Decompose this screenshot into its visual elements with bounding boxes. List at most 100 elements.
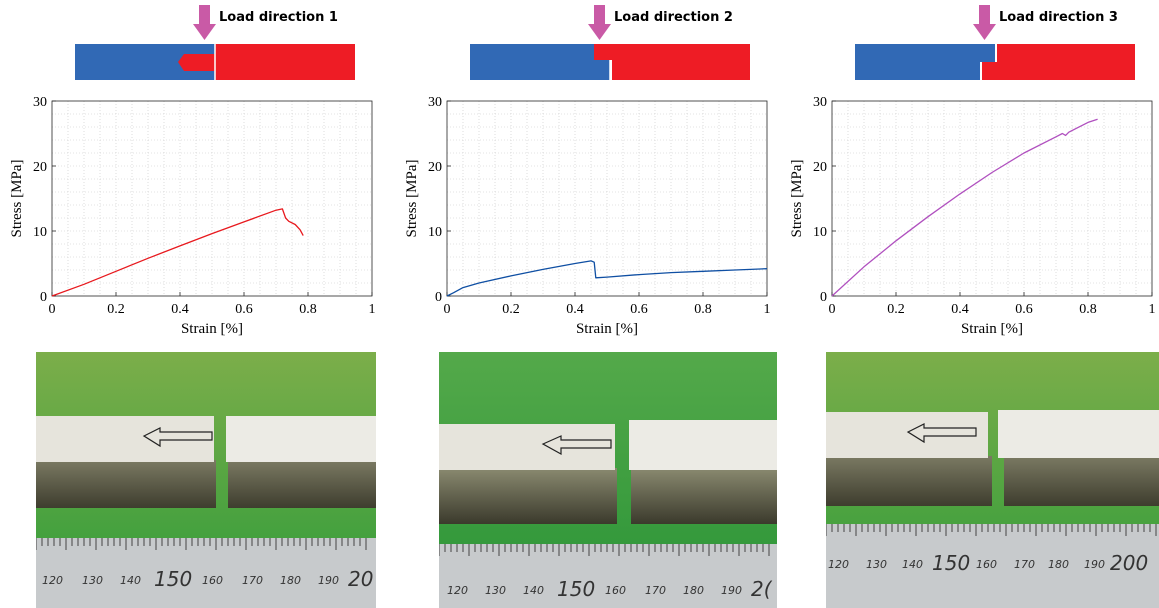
right-block-side [631,468,777,524]
left-block-side [826,456,992,506]
ruler-label: 150 [557,577,595,601]
load-direction-label: Load direction 1 [219,10,338,25]
right-block-side [228,460,376,508]
series-line [831,118,1098,297]
x-tick-label: 0.4 [951,302,969,317]
load-direction-label: Load direction 2 [614,10,733,25]
red-part [594,44,750,80]
ruler-label: 200 [1110,551,1148,575]
arrow-outline [541,435,612,456]
x-tick-label: 0 [444,302,451,317]
ruler-label: 130 [82,574,103,587]
ruler-label: 160 [202,574,223,587]
ruler-label: 170 [242,574,263,587]
ruler [826,524,1159,608]
panel-load-direction-1: Load direction 1 0 0.2 0.4 0.6 0.8 1 0 10 20 30 St… [0,0,386,608]
specimen-photo-1: 120 130 140 150 160 170 180 190 20 [36,352,376,608]
photo-1-drawing: 120 130 140 150 160 170 180 190 20 [36,352,376,608]
panel-2-graphic: Load direction 2 0 0.2 0.4 0.6 0.8 10102030St… [404,5,771,337]
ruler [439,544,777,608]
specimen-photo-2: 120 130 140 150 160 170 180 190 2( [439,352,777,608]
x-tick-label: 0.6 [1015,302,1033,317]
ruler [36,538,376,608]
y-tick-label: 30 [33,95,47,110]
x-tick-label: 0 [829,302,836,317]
series-line [446,260,768,297]
ruler-label: 180 [683,584,704,597]
y-tick-label: 10 [813,225,827,240]
ruler-label: 130 [866,558,887,571]
red-part [982,44,1135,80]
ruler-ticks [36,538,367,550]
left-block-side [36,460,216,508]
y-tick-label: 20 [813,160,827,175]
left-block-side [439,468,617,524]
plot-area-frame [831,100,1153,297]
arrow-outline [906,423,977,444]
ruler-label: 190 [1084,558,1105,571]
load-arrow-shaft [594,5,605,25]
right-block-top [998,410,1159,458]
ruler-label: 130 [485,584,506,597]
specimen-photo-3: 120 130 140 150 160 170 180 190 200 [826,352,1159,608]
x-tick-label: 0.8 [299,302,317,317]
y-tick-label: 30 [813,95,827,110]
y-axis-label: Stress [MPa] [9,160,25,238]
x-axis-label: Strain [%] [576,321,638,337]
y-tick-label: 20 [428,160,442,175]
x-axis-label: Strain [%] [181,321,243,337]
ruler-label: 120 [447,584,468,597]
y-tick-label: 30 [428,95,442,110]
arrow-outline [142,427,213,448]
y-tick-label: 20 [33,160,47,175]
load-arrow-head [193,24,216,40]
blue-part [470,44,610,80]
photo-3-drawing: 120 130 140 150 160 170 180 190 200 [826,352,1159,608]
ruler-label: 140 [120,574,141,587]
right-block-top [226,416,376,462]
y-axis-label: Stress [MPa] [404,160,420,238]
left-block-top [36,416,214,462]
ruler-label: 120 [42,574,63,587]
load-direction-label: Load direction 3 [999,10,1118,25]
panel-load-direction-2: Load direction 2 0 0.2 0.4 0.6 0.8 1 0 10 20 30 St… [395,0,781,608]
load-arrow-shaft [199,5,210,25]
y-tick-label: 0 [40,290,47,305]
x-tick-label: 1 [764,302,771,317]
red-part-arrow-tongue [178,44,355,80]
x-tick-label: 0.2 [107,302,125,317]
ruler-label: 180 [280,574,301,587]
plot-area-frame [446,100,768,297]
x-tick-label: 0.2 [887,302,905,317]
ruler-label: 190 [318,574,339,587]
ruler-label: 140 [523,584,544,597]
series-line [51,208,304,297]
specimen-schematic-2: Load direction 2 [470,5,750,80]
ruler-label: 2( [751,577,773,601]
ruler-label: 120 [828,558,849,571]
x-tick-label: 0 [49,302,56,317]
x-tick-label: 0.4 [566,302,584,317]
ruler-label: 150 [932,551,970,575]
y-tick-label: 10 [428,225,442,240]
ruler-label: 170 [1014,558,1035,571]
ruler-label: 160 [976,558,997,571]
x-tick-label: 1 [369,302,376,317]
ruler-label: 150 [154,567,192,591]
y-tick-label: 0 [435,290,442,305]
x-tick-label: 1 [1149,302,1156,317]
x-tick-label: 0.8 [694,302,712,317]
specimen-schematic-3: Load direction 3 [855,5,1135,80]
panel-1-graphic: Load direction 1 0 0.2 0.4 0.6 0.8 10102030St… [9,5,376,337]
x-tick-label: 0.8 [1079,302,1097,317]
plot-area-frame [51,100,373,297]
ruler-label: 20 [348,567,373,591]
right-block-top [629,420,777,470]
specimen-schematic-1: Load direction 1 [75,5,355,80]
y-tick-label: 0 [820,290,827,305]
ruler-label: 170 [645,584,666,597]
ruler-label: 140 [902,558,923,571]
